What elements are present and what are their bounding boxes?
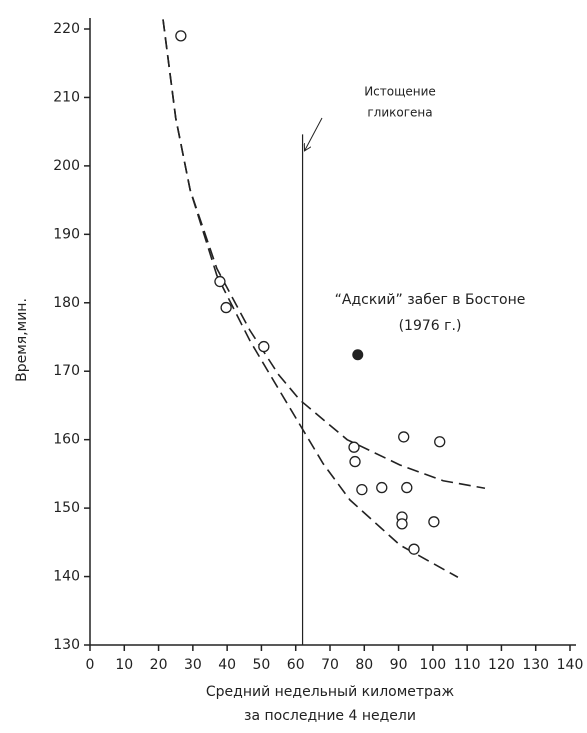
y-tick-label: 190 (53, 226, 80, 242)
x-axis-label: за последние 4 недели (244, 708, 416, 724)
point (398, 431, 410, 443)
x-tick-label: 90 (390, 657, 408, 673)
point (258, 340, 270, 353)
point (434, 436, 446, 448)
y-tick-label: 210 (53, 89, 80, 105)
point (408, 543, 420, 555)
point (214, 275, 226, 288)
point (356, 483, 368, 496)
y-tick-label: 170 (53, 363, 80, 379)
y-tick-label: 220 (53, 21, 80, 37)
x-tick-label: 30 (184, 657, 202, 673)
curve (162, 19, 459, 578)
annotation: (1976 г.) (399, 318, 462, 334)
annotation: гликогена (367, 106, 432, 120)
x-tick-label: 100 (419, 657, 446, 673)
point (376, 481, 388, 494)
x-tick-label: 10 (115, 657, 133, 673)
y-tick-label: 180 (53, 295, 80, 311)
boston-point (352, 349, 364, 361)
x-axis-label: Средний недельный километраж (206, 684, 455, 700)
x-tick-label: 140 (557, 657, 584, 673)
y-tick-label: 140 (53, 569, 80, 585)
point (175, 30, 187, 42)
arrow (305, 117, 323, 150)
point (396, 518, 408, 530)
y-tick-label: 150 (53, 500, 80, 516)
x-tick-label: 60 (287, 657, 305, 673)
annotation: “Адский” забег в Бостоне (335, 292, 526, 308)
annotation: Истощение (364, 85, 436, 99)
point (220, 301, 232, 314)
y-tick-label: 160 (53, 432, 80, 448)
x-tick-label: 40 (218, 657, 236, 673)
x-tick-label: 130 (522, 657, 549, 673)
x-tick-label: 20 (150, 657, 168, 673)
point (349, 455, 361, 468)
x-tick-label: 50 (253, 657, 271, 673)
y-tick-label: 130 (53, 637, 80, 653)
y-tick-label: 200 (53, 158, 80, 174)
point (401, 481, 413, 494)
x-tick-label: 0 (86, 657, 95, 673)
curve (162, 19, 486, 490)
x-tick-label: 120 (488, 657, 515, 673)
x-tick-label: 80 (355, 657, 373, 673)
point (348, 441, 360, 453)
y-axis-label: Время,мин. (14, 298, 30, 382)
x-tick-label: 70 (321, 657, 339, 673)
x-tick-label: 110 (454, 657, 481, 673)
point (428, 516, 440, 528)
